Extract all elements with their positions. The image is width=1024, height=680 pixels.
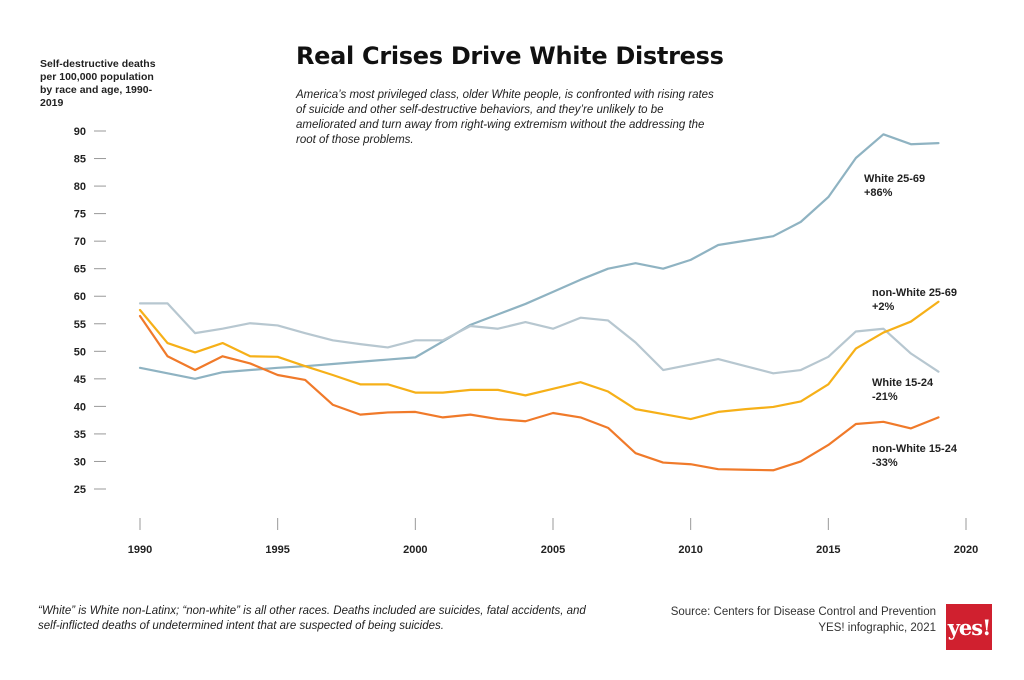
series-labels: White 25-69 +86% non-White 25-69 +2% White 1… (864, 173, 958, 469)
source-text: Source: Centers for Disease Control and … (670, 606, 936, 618)
series-line-white-25-69 (138, 133, 940, 380)
series-label-change: -33% (872, 457, 898, 469)
y-axis-label: Self-destructive deaths per 100,000 popu… (40, 58, 156, 109)
x-tick-label: 2020 (954, 544, 978, 556)
y-tick-label: 80 (74, 181, 86, 193)
series-label-name: White 15-24 (872, 377, 934, 389)
y-tick-label: 45 (74, 374, 86, 386)
y-axis: 25 30 35 40 45 50 55 60 65 70 75 80 85 90 (74, 126, 106, 496)
y-tick-label: 70 (74, 236, 86, 248)
x-axis: 1990 1995 2000 2005 2010 2015 2020 (128, 518, 978, 556)
x-tick-label: 1995 (265, 544, 289, 556)
y-tick-label: 65 (74, 264, 86, 276)
x-tick-label: 1990 (128, 544, 152, 556)
series-label-name: non-White 15-24 (872, 443, 958, 455)
series-line-white-15-24 (138, 302, 940, 375)
y-tick-label: 40 (74, 401, 86, 413)
series-lines (138, 133, 940, 472)
y-tick-label: 30 (74, 456, 86, 468)
x-tick-label: 2005 (541, 544, 565, 556)
y-tick-label: 50 (74, 346, 86, 358)
y-tick-label: 35 (74, 429, 86, 441)
credit-text: YES! infographic, 2021 (818, 622, 936, 634)
chart-title: Real Crises Drive White Distress (296, 42, 724, 70)
series-label-change: +2% (872, 301, 895, 313)
y-tick-label: 90 (74, 126, 86, 138)
footnote: “White” is White non-Latinx; “non-white”… (38, 605, 586, 632)
series-label-change: +86% (864, 187, 893, 199)
x-tick-label: 2010 (678, 544, 702, 556)
series-label-name: White 25-69 (864, 173, 925, 185)
x-tick-label: 2000 (403, 544, 427, 556)
x-tick-label: 2015 (816, 544, 840, 556)
source-block: Source: Centers for Disease Control and … (671, 604, 936, 636)
y-tick-label: 75 (74, 209, 86, 221)
y-tick-label: 55 (74, 319, 86, 331)
series-label-name: non-White 25-69 (872, 287, 957, 299)
series-line-non-white-15-24 (138, 314, 940, 472)
chart-subtitle: America’s most privileged class, older W… (296, 89, 714, 146)
y-tick-label: 85 (74, 154, 86, 166)
y-tick-label: 25 (74, 484, 86, 496)
yes-logo: yes! (946, 604, 992, 650)
series-label-change: -21% (872, 391, 898, 403)
series-line-non-white-25-69 (138, 300, 940, 421)
y-tick-label: 60 (74, 291, 86, 303)
